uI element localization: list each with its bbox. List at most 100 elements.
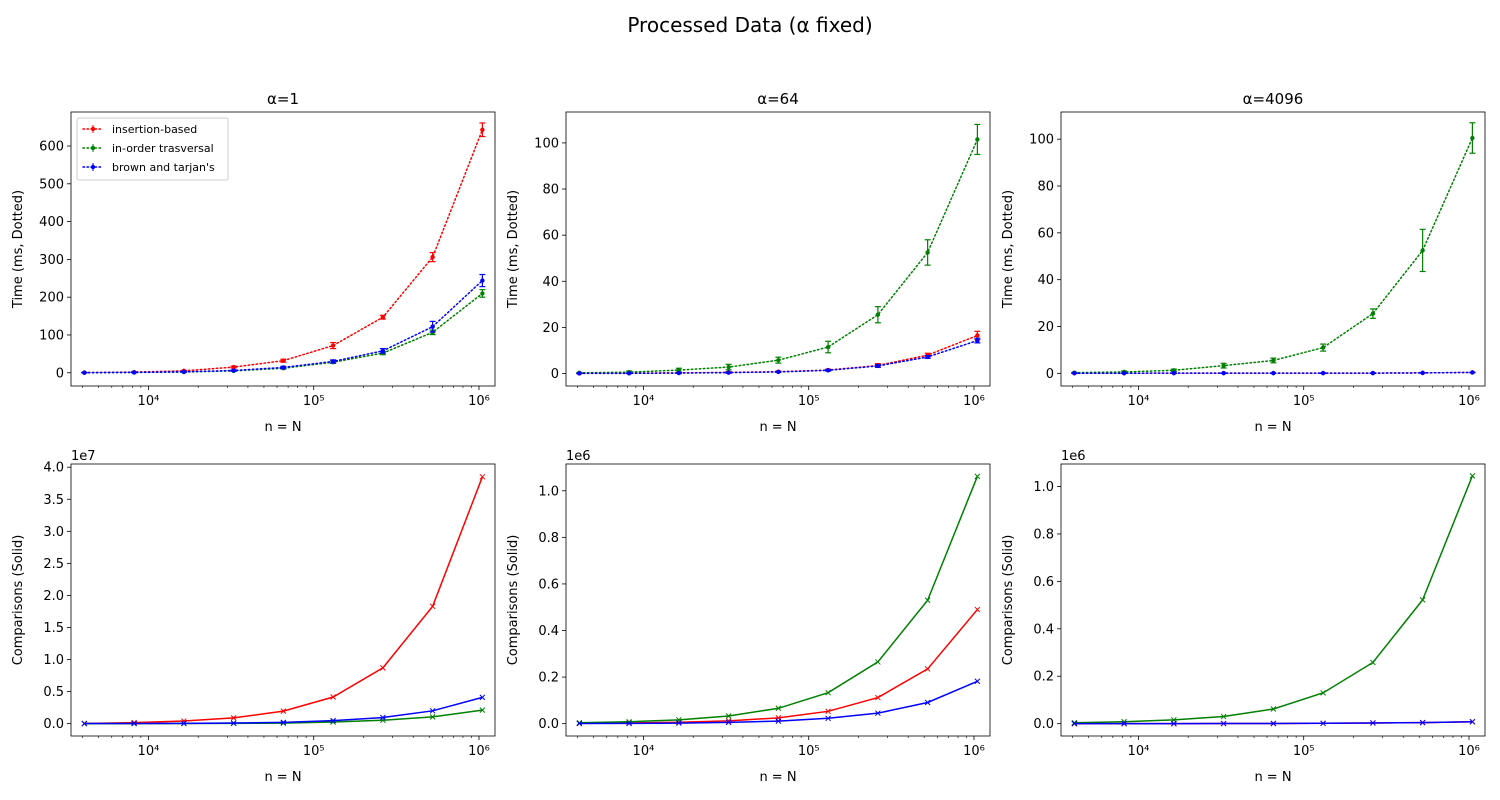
axes-frame [565, 111, 991, 387]
y-tick-label: 600 [39, 140, 64, 155]
data-point [1470, 370, 1475, 375]
y-axis-label: Time (ms, Dotted) [506, 190, 521, 309]
axis-offset-text: 1e6 [566, 449, 591, 464]
data-point [1221, 363, 1226, 368]
legend-entry: insertion-based [82, 123, 197, 136]
data-point [875, 363, 881, 369]
data-point [776, 369, 781, 375]
data-point [576, 719, 583, 726]
data-point [924, 699, 931, 706]
axes-frame [1060, 463, 1486, 737]
y-tick-label: 4.0 [43, 461, 64, 476]
data-point [1171, 370, 1177, 376]
x-tick-label: 10⁶ [468, 744, 490, 759]
legend: insertion-based in-order trasversal brown … [76, 117, 229, 181]
y-axis-label: Time (ms, Dotted) [11, 190, 26, 309]
y-tick-label: 0 [56, 366, 64, 381]
data-point [1271, 358, 1276, 363]
data-point [825, 708, 831, 715]
data-point [1071, 720, 1078, 727]
legend-entry: in-order trasversal [82, 142, 214, 155]
series-line [578, 339, 979, 375]
x-axis-label: n = N [264, 770, 301, 785]
data-point [330, 717, 336, 724]
x-tick-label: 10⁶ [468, 394, 490, 409]
data-point [479, 473, 486, 480]
y-tick-label: 2.5 [43, 557, 64, 572]
y-tick-label: 1.0 [538, 484, 559, 499]
data-point [1370, 720, 1376, 726]
series-brown-and-tarjan-s [1071, 718, 1476, 727]
data-point [924, 666, 931, 672]
legend-label: insertion-based [112, 123, 197, 136]
x-axis-label: n = N [759, 770, 796, 785]
figure-title: Processed Data (α fixed) [627, 13, 872, 37]
data-point [825, 344, 831, 350]
y-axis-label: Time (ms, Dotted) [1001, 190, 1016, 309]
x-axis-label: n = N [759, 420, 796, 435]
data-point [676, 720, 682, 726]
x-tick-label: 10⁶ [963, 744, 985, 759]
y-tick-label: 100 [534, 136, 559, 151]
y-tick-label: 0 [1046, 367, 1054, 382]
series-brown-and-tarjan-s [1071, 370, 1476, 376]
legend-marker [90, 145, 96, 151]
legend-entry: brown and tarjan's [82, 161, 215, 174]
y-axis-label: Comparisons (Solid) [506, 535, 521, 666]
data-point [429, 707, 436, 714]
data-point [875, 659, 881, 665]
data-point [1320, 345, 1326, 350]
data-point [1469, 473, 1476, 479]
x-tick-label: 10⁵ [1293, 744, 1315, 759]
data-point [1221, 370, 1226, 376]
plot-area [81, 122, 486, 375]
y-tick-label: 1.5 [43, 621, 64, 636]
panel-3: 10⁴ 10⁵ 10⁶ 0 20 40 60 80 100 α=4096 n = N Time (ms… [1001, 90, 1486, 435]
data-point [380, 665, 386, 671]
x-tick-label: 10⁴ [1128, 394, 1150, 409]
data-point [974, 473, 981, 480]
y-tick-label: 3.5 [43, 493, 64, 508]
series-brown-and-tarjan-s [576, 337, 981, 376]
y-axis-label: Comparisons (Solid) [1001, 535, 1016, 666]
data-point [974, 606, 981, 613]
data-point [1370, 659, 1376, 666]
data-point [1420, 370, 1425, 376]
data-point [330, 694, 336, 700]
plot-area [81, 473, 486, 727]
legend-label: brown and tarjan's [112, 161, 215, 174]
data-point [330, 343, 336, 348]
plot-area [576, 123, 981, 376]
data-point [726, 364, 731, 370]
data-point [1220, 720, 1227, 727]
y-tick-label: 200 [39, 291, 64, 306]
axes-frame [1060, 111, 1486, 387]
data-point [480, 291, 485, 296]
data-point [1320, 689, 1326, 696]
y-tick-label: 40 [542, 275, 559, 290]
data-point [725, 719, 732, 726]
y-tick-label: 40 [1037, 273, 1054, 288]
data-point [131, 719, 137, 726]
data-point [1072, 371, 1077, 376]
axes-frame [565, 463, 991, 737]
data-point [1320, 370, 1326, 376]
panel-title: α=1 [267, 90, 299, 108]
x-axis-label: n = N [1254, 770, 1291, 785]
data-point [1270, 706, 1277, 712]
x-tick-label: 10⁵ [798, 744, 820, 759]
plot-area [576, 473, 981, 727]
series-brown-and-tarjan-s [81, 694, 486, 727]
data-point [875, 694, 881, 701]
data-point [875, 312, 881, 317]
data-point [875, 710, 881, 717]
axes-frame [70, 463, 496, 737]
panel-2: 10⁴ 10⁵ 10⁶ 0 20 40 60 80 100 α=64 n = N Time (ms, … [506, 90, 991, 435]
series-brown-and-tarjan-s [81, 273, 486, 375]
data-point [181, 720, 187, 727]
data-point [1121, 720, 1127, 727]
data-point [280, 720, 287, 727]
y-tick-label: 0.5 [43, 685, 64, 700]
y-tick-label: 0.4 [1033, 622, 1054, 637]
